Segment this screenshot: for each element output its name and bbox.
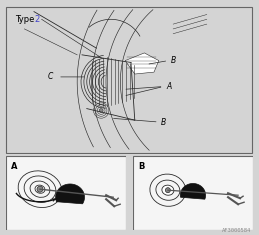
Text: A: A — [167, 82, 172, 91]
Polygon shape — [125, 53, 159, 74]
Text: B: B — [170, 56, 176, 65]
Text: B: B — [138, 162, 144, 171]
Text: Type: Type — [15, 15, 37, 24]
Text: 2: 2 — [34, 15, 39, 24]
Circle shape — [99, 109, 103, 112]
Text: A: A — [11, 162, 17, 171]
Ellipse shape — [35, 185, 45, 193]
Polygon shape — [180, 184, 206, 199]
Text: B: B — [161, 118, 166, 126]
Text: C: C — [48, 72, 53, 81]
Circle shape — [166, 188, 170, 193]
Circle shape — [37, 186, 43, 192]
Ellipse shape — [162, 185, 174, 195]
Text: AF3000584: AF3000584 — [222, 228, 251, 233]
Polygon shape — [56, 184, 84, 204]
